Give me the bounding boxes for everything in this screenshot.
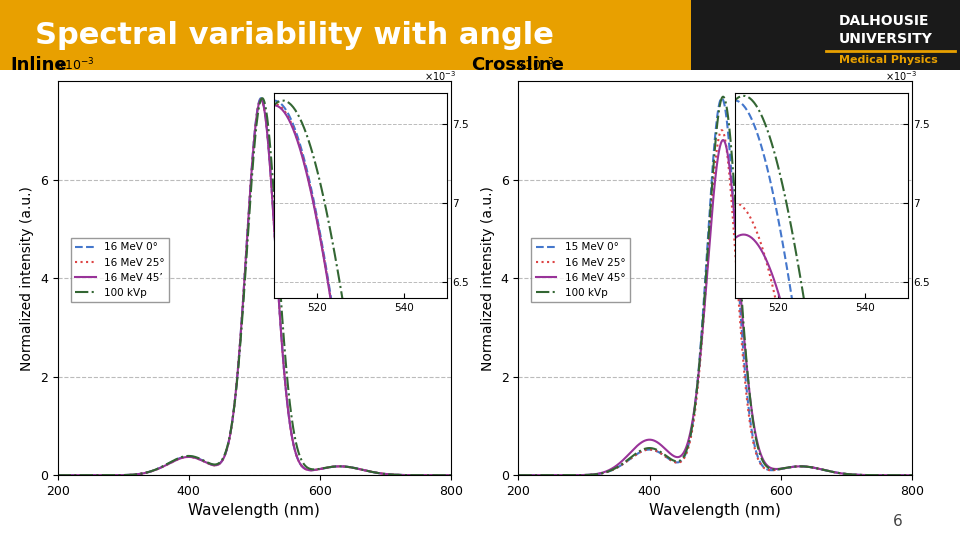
Text: UNIVERSITY: UNIVERSITY bbox=[839, 32, 933, 45]
100 kVp bbox=[256, 95, 268, 102]
16 MeV 0° bbox=[105, 472, 116, 478]
16 MeV 45’ bbox=[119, 472, 131, 478]
Text: Inline: Inline bbox=[11, 56, 67, 74]
16 MeV 25° bbox=[913, 472, 924, 478]
16 MeV 25° bbox=[452, 472, 464, 478]
100 kVp bbox=[732, 230, 743, 236]
16 MeV 0° bbox=[255, 95, 267, 102]
X-axis label: Wavelength (nm): Wavelength (nm) bbox=[188, 503, 321, 518]
100 kVp bbox=[105, 472, 116, 478]
16 MeV 0° bbox=[271, 261, 282, 268]
Text: Spectral variability with angle: Spectral variability with angle bbox=[35, 21, 553, 50]
Legend: 16 MeV 0°, 16 MeV 25°, 16 MeV 45’, 100 kVp: 16 MeV 0°, 16 MeV 25°, 16 MeV 45’, 100 k… bbox=[71, 238, 169, 302]
Line: 16 MeV 0°: 16 MeV 0° bbox=[58, 98, 458, 475]
100 kVp bbox=[913, 472, 924, 478]
15 MeV 0° bbox=[686, 425, 698, 431]
100 kVp bbox=[452, 472, 464, 478]
Text: Medical Physics: Medical Physics bbox=[839, 55, 938, 65]
Text: Crossline: Crossline bbox=[471, 56, 564, 74]
16 MeV 0° bbox=[452, 472, 464, 478]
Text: DALHOUSIE: DALHOUSIE bbox=[839, 14, 929, 28]
16 MeV 25° bbox=[271, 262, 282, 268]
16 MeV 25° bbox=[52, 472, 63, 478]
15 MeV 0° bbox=[565, 472, 577, 478]
16 MeV 25° bbox=[119, 472, 131, 478]
16 MeV 0° bbox=[119, 472, 131, 478]
100 kVp bbox=[723, 122, 734, 128]
15 MeV 0° bbox=[723, 139, 734, 146]
Line: 100 kVp: 100 kVp bbox=[518, 97, 919, 475]
16 MeV 25° bbox=[686, 429, 698, 435]
Line: 15 MeV 0°: 15 MeV 0° bbox=[518, 98, 919, 475]
Text: $\times10^{-3}$: $\times10^{-3}$ bbox=[54, 57, 94, 73]
100 kVp bbox=[565, 472, 577, 478]
16 MeV 45’ bbox=[226, 426, 237, 432]
16 MeV 45° bbox=[580, 472, 591, 478]
15 MeV 0° bbox=[732, 261, 743, 268]
16 MeV 45° bbox=[732, 249, 743, 256]
16 MeV 0° bbox=[52, 472, 63, 478]
100 kVp bbox=[226, 425, 237, 431]
16 MeV 25° bbox=[732, 279, 743, 286]
16 MeV 45’ bbox=[452, 472, 464, 478]
Line: 16 MeV 45°: 16 MeV 45° bbox=[518, 140, 919, 475]
16 MeV 45’ bbox=[52, 472, 63, 478]
16 MeV 45° bbox=[913, 472, 924, 478]
100 kVp bbox=[513, 472, 524, 478]
16 MeV 25° bbox=[513, 472, 524, 478]
16 MeV 25° bbox=[647, 447, 659, 453]
16 MeV 0° bbox=[186, 454, 198, 460]
16 MeV 45° bbox=[647, 437, 659, 443]
100 kVp bbox=[580, 472, 591, 478]
16 MeV 0° bbox=[262, 139, 274, 146]
16 MeV 25° bbox=[105, 472, 116, 478]
Text: 6: 6 bbox=[893, 514, 902, 529]
16 MeV 45’ bbox=[262, 141, 274, 147]
16 MeV 45’ bbox=[271, 262, 282, 268]
16 MeV 45° bbox=[717, 137, 729, 143]
Y-axis label: Normalized intensity (a.u.): Normalized intensity (a.u.) bbox=[20, 186, 35, 370]
16 MeV 25° bbox=[262, 140, 274, 147]
15 MeV 0° bbox=[513, 472, 524, 478]
16 MeV 45° bbox=[723, 160, 734, 166]
Line: 16 MeV 45’: 16 MeV 45’ bbox=[58, 100, 458, 475]
16 MeV 45° bbox=[513, 472, 524, 478]
Text: $\times10^{-3}$: $\times10^{-3}$ bbox=[515, 57, 555, 73]
Y-axis label: Normalized intensity (a.u.): Normalized intensity (a.u.) bbox=[481, 186, 495, 370]
16 MeV 25° bbox=[723, 167, 734, 174]
100 kVp bbox=[686, 424, 698, 431]
16 MeV 45’ bbox=[186, 454, 198, 461]
Legend: 15 MeV 0°, 16 MeV 25°, 16 MeV 45°, 100 kVp: 15 MeV 0°, 16 MeV 25°, 16 MeV 45°, 100 k… bbox=[532, 238, 630, 302]
15 MeV 0° bbox=[580, 472, 591, 478]
16 MeV 25° bbox=[565, 472, 577, 478]
100 kVp bbox=[186, 453, 198, 460]
X-axis label: Wavelength (nm): Wavelength (nm) bbox=[649, 503, 781, 518]
100 kVp bbox=[647, 446, 659, 452]
100 kVp bbox=[262, 123, 274, 130]
16 MeV 25° bbox=[580, 472, 591, 478]
100 kVp bbox=[717, 93, 729, 100]
16 MeV 45° bbox=[565, 472, 577, 478]
16 MeV 45’ bbox=[255, 97, 267, 103]
16 MeV 25° bbox=[255, 96, 267, 103]
16 MeV 25° bbox=[226, 426, 237, 432]
16 MeV 25° bbox=[186, 454, 198, 461]
15 MeV 0° bbox=[913, 472, 924, 478]
15 MeV 0° bbox=[716, 95, 728, 102]
16 MeV 0° bbox=[226, 426, 237, 432]
16 MeV 25° bbox=[716, 127, 728, 133]
16 MeV 45° bbox=[686, 421, 698, 428]
Line: 16 MeV 25°: 16 MeV 25° bbox=[518, 130, 919, 475]
100 kVp bbox=[52, 472, 63, 478]
100 kVp bbox=[119, 472, 131, 478]
Line: 100 kVp: 100 kVp bbox=[58, 98, 458, 475]
16 MeV 45’ bbox=[105, 472, 116, 478]
100 kVp bbox=[271, 231, 282, 237]
15 MeV 0° bbox=[647, 447, 659, 453]
Line: 16 MeV 25°: 16 MeV 25° bbox=[58, 99, 458, 475]
